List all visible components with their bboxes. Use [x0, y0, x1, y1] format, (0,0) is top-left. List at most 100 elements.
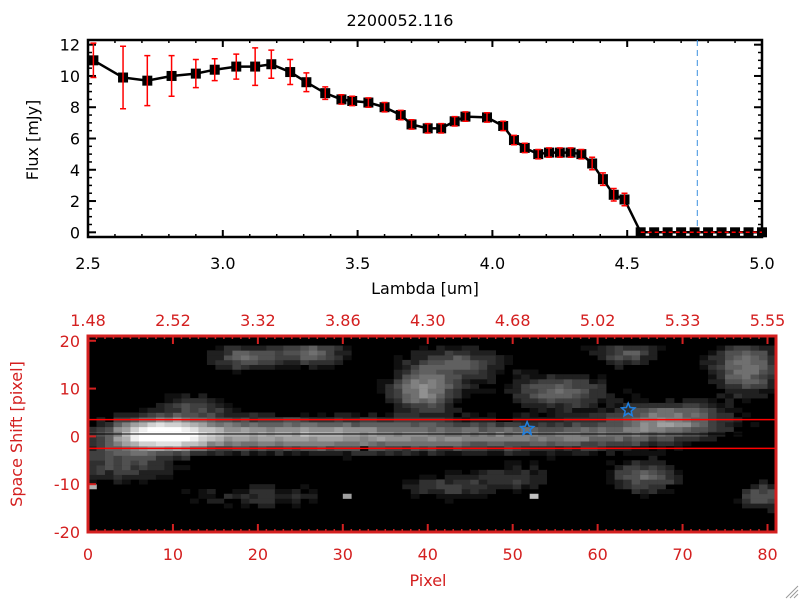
- image-pixel: [121, 450, 131, 456]
- image-pixel: [88, 436, 97, 442]
- image-pixel: [504, 359, 513, 365]
- image-pixel: [699, 426, 709, 432]
- image-pixel: [631, 345, 641, 351]
- image-pixel: [266, 503, 276, 509]
- image-pixel: [725, 355, 734, 361]
- image-pixel: [708, 350, 717, 356]
- image-pixel: [249, 345, 259, 351]
- x-tick-label: 10: [163, 545, 183, 564]
- image-pixel: [427, 364, 437, 370]
- image-pixel: [444, 364, 454, 370]
- image-pixel: [504, 484, 513, 490]
- image-pixel: [266, 441, 276, 447]
- error-bar: [192, 58, 199, 89]
- image-pixel: [232, 364, 242, 370]
- error-bar: [233, 53, 240, 80]
- image-pixel: [206, 359, 216, 365]
- image-pixel: [631, 441, 641, 447]
- image-pixel: [495, 359, 505, 365]
- image-pixel: [640, 407, 649, 413]
- image-pixel: [325, 441, 335, 447]
- image-pixel: [147, 450, 157, 456]
- image-pixel: [623, 355, 632, 361]
- image-pixel: [572, 388, 581, 394]
- image-pixel: [385, 412, 395, 418]
- image-pixel: [130, 422, 140, 428]
- image-pixel: [725, 364, 734, 370]
- image-pixel: [172, 407, 182, 413]
- bottom-x-axis-label: Pixel: [409, 571, 446, 590]
- image-pixel: [640, 398, 649, 404]
- image-pixel: [274, 426, 284, 432]
- image-pixel: [733, 498, 743, 504]
- image-pixel: [317, 450, 327, 456]
- image-pixel: [436, 436, 446, 442]
- image-pixel: [623, 359, 632, 365]
- image-pixel: [436, 345, 446, 351]
- image-pixel: [708, 436, 717, 442]
- image-pixel: [606, 474, 615, 480]
- image-pixel: [419, 474, 429, 480]
- image-pixel: [274, 488, 284, 495]
- image-pixel: [274, 422, 284, 428]
- image-pixel: [138, 479, 148, 485]
- image-pixel: [691, 426, 700, 432]
- image-pixel: [181, 407, 191, 413]
- image-pixel: [266, 355, 276, 361]
- image-pixel: [487, 374, 497, 380]
- image-pixel: [521, 388, 530, 394]
- image-pixel: [589, 398, 598, 404]
- image-pixel: [274, 441, 284, 447]
- image-pixel: [147, 422, 157, 428]
- image-pixel: [725, 393, 734, 399]
- image-pixel: [215, 441, 225, 447]
- image-pixel: [385, 393, 395, 399]
- image-pixel: [512, 469, 522, 475]
- image-pixel: [546, 402, 556, 409]
- image-pixel: [444, 422, 454, 428]
- image-pixel: [495, 422, 505, 428]
- image-pixel: [283, 488, 293, 495]
- image-pixel: [189, 412, 199, 418]
- image-pixel: [623, 484, 632, 490]
- image-pixel: [504, 355, 513, 361]
- image-pixel: [657, 469, 666, 475]
- image-pixel: [750, 388, 760, 394]
- x-tick-label: 80: [757, 545, 777, 564]
- image-pixel: [393, 393, 403, 399]
- image-pixel: [215, 422, 225, 428]
- image-pixel: [716, 355, 726, 361]
- image-pixel: [215, 398, 225, 404]
- image-pixel: [198, 393, 208, 399]
- image-pixel: [147, 455, 157, 461]
- image-pixel: [351, 412, 361, 418]
- image-pixel: [164, 474, 174, 480]
- image-pixel: [665, 474, 675, 480]
- image-pixel: [470, 345, 480, 351]
- image-pixel: [716, 383, 726, 389]
- resize-grip-icon[interactable]: [785, 585, 799, 599]
- image-pixel: [206, 398, 216, 404]
- image-pixel: [427, 393, 437, 399]
- image-pixel: [733, 407, 743, 413]
- image-pixel: [181, 450, 191, 456]
- image-pixel: [555, 383, 564, 389]
- image-pixel: [402, 364, 412, 370]
- image-pixel: [172, 455, 182, 461]
- image-pixel: [223, 441, 233, 447]
- image-pixel: [716, 412, 726, 418]
- image-pixel: [121, 474, 131, 480]
- image-pixel: [325, 422, 335, 428]
- image-pixel: [444, 479, 454, 485]
- image-pixel: [164, 422, 174, 428]
- image-pixel: [606, 359, 615, 365]
- image-pixel: [257, 345, 267, 351]
- wavelength-tick-label: 5.02: [580, 311, 616, 330]
- image-pixel: [393, 359, 403, 365]
- image-pixel: [308, 498, 318, 504]
- image-pixel: [368, 426, 378, 432]
- image-pixel: [640, 412, 649, 418]
- image-pixel: [614, 364, 624, 370]
- image-pixel: [376, 379, 386, 385]
- image-pixel: [283, 359, 293, 365]
